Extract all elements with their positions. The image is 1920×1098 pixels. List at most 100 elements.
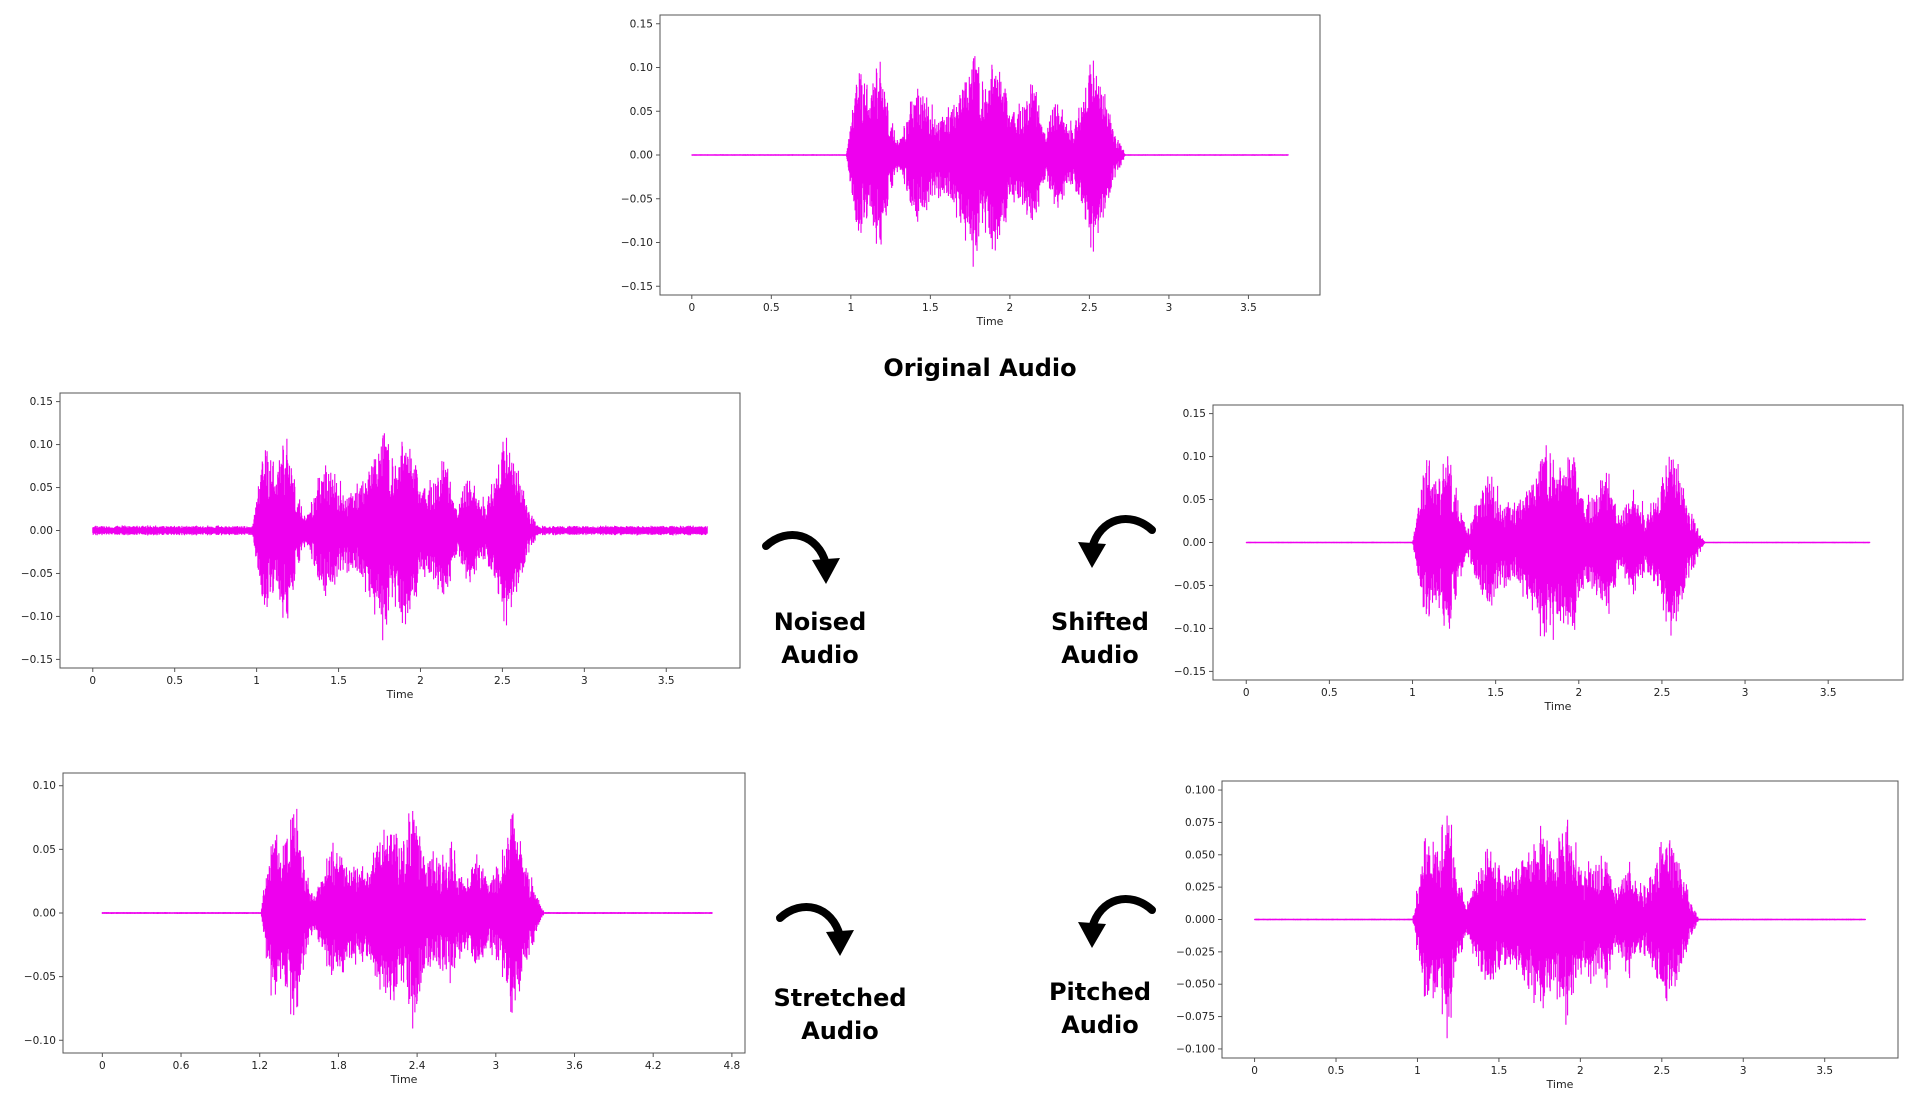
y-tick-label: 0.100: [1185, 785, 1215, 797]
x-tick-label: 2.4: [409, 1060, 426, 1072]
y-tick-label: −0.05: [1174, 580, 1206, 592]
y-tick-label: 0.15: [630, 18, 653, 30]
x-tick-label: 1: [1409, 687, 1416, 699]
curved-arrow-down-right-icon: [776, 903, 854, 956]
noised-audio-chart: 0 0.5 1 1.5 2 2.5 3 3.5 0.15 0.10 0.05 0.00 −0.05 −0.…: [21, 392, 741, 701]
y-tick-label: −0.050: [1176, 979, 1215, 991]
x-tick-label: 2.5: [494, 675, 511, 687]
x-tick-label: 1.5: [330, 675, 347, 687]
original-audio-caption: Original Audio: [883, 354, 1077, 382]
pitched-audio-caption: Pitched Audio: [1048, 978, 1152, 1039]
y-tick-label: 0.000: [1185, 914, 1215, 926]
x-tick-label: 2: [417, 675, 424, 687]
curved-arrow-down-left-icon: [1078, 515, 1156, 568]
stretched-audio-caption: Stretched Audio: [773, 984, 907, 1045]
shifted-audio-panel: 0 0.5 1 1.5 2 2.5 3 3.5 0.15 0.10 0.05 0.00 −0.05 −0.…: [1165, 400, 1905, 720]
y-tick-label: 0.00: [30, 525, 53, 537]
x-tick-label: 0: [688, 302, 695, 314]
y-tick-label: −0.10: [21, 611, 53, 623]
y-tick-label: 0.05: [30, 482, 53, 494]
x-tick-label: 1.5: [1491, 1065, 1508, 1077]
y-tick-label: 0.00: [630, 150, 653, 162]
x-tick-label: 3: [1740, 1065, 1747, 1077]
original-audio-chart: 0 0.5 1 1.5 2 2.5 3 3.5 0.15 0.10 0.05 0.00 −0.05 −0.…: [621, 14, 1321, 328]
waveform-series: [691, 56, 1289, 267]
x-tick-label: 1.5: [1487, 687, 1504, 699]
x-tick-label: 3: [1166, 302, 1173, 314]
x-tick-label: 1: [847, 302, 854, 314]
x-tick-label: 0: [1243, 687, 1250, 699]
y-tick-label: −0.05: [24, 971, 56, 983]
x-tick-label: 2: [1007, 302, 1014, 314]
x-tick-label: 2: [1575, 687, 1582, 699]
x-axis-label: Time: [1544, 700, 1572, 713]
y-tick-label: 0.10: [630, 62, 653, 74]
x-tick-label: 1.5: [922, 302, 939, 314]
pitched-audio-chart: 0 0.5 1 1.5 2 2.5 3 3.5 0.100 0.075 0.050 0.025 0.00…: [1176, 780, 1899, 1091]
x-tick-label: 2.5: [1081, 302, 1098, 314]
noised-audio-caption: Noised Audio: [773, 608, 867, 669]
y-tick-label: 0.00: [1183, 537, 1206, 549]
y-tick-label: 0.075: [1185, 817, 1215, 829]
x-tick-label: 0.5: [763, 302, 780, 314]
x-tick-label: 0.6: [173, 1060, 190, 1072]
x-tick-label: 0: [1251, 1065, 1258, 1077]
x-tick-label: 0: [89, 675, 96, 687]
y-tick-label: −0.025: [1176, 946, 1215, 958]
pitched-audio-panel: 0 0.5 1 1.5 2 2.5 3 3.5 0.100 0.075 0.050 0.025 0.00…: [1160, 778, 1900, 1098]
y-tick-label: 0.050: [1185, 849, 1215, 861]
waveform-series: [1254, 815, 1866, 1039]
x-tick-label: 2.5: [1653, 1065, 1670, 1077]
x-tick-label: 3.5: [1240, 302, 1257, 314]
stretched-audio-chart: 0 0.6 1.2 1.8 2.4 3 3.6 4.2 4.8 0.10 0.05 0.00 −0.05…: [24, 772, 746, 1086]
x-tick-label: 3.5: [658, 675, 675, 687]
x-tick-label: 0.5: [166, 675, 183, 687]
waveform-series: [101, 808, 713, 1029]
y-tick-label: 0.10: [30, 439, 53, 451]
x-tick-label: 1: [1414, 1065, 1421, 1077]
y-tick-label: 0.025: [1185, 882, 1215, 894]
stretched-audio-panel: 0 0.6 1.2 1.8 2.4 3 3.6 4.2 4.8 0.10 0.05 0.00 −0.05…: [5, 770, 746, 1090]
x-tick-label: 0: [99, 1060, 106, 1072]
x-axis-label: Time: [386, 688, 414, 701]
y-tick-label: 0.10: [1183, 451, 1206, 463]
y-tick-label: −0.15: [1174, 666, 1206, 678]
x-tick-label: 3.5: [1820, 687, 1837, 699]
y-tick-label: 0.05: [33, 844, 56, 856]
noised-audio-panel: 0 0.5 1 1.5 2 2.5 3 3.5 0.15 0.10 0.05 0.00 −0.05 −0.…: [5, 388, 745, 708]
x-tick-label: 3: [492, 1060, 499, 1072]
x-tick-label: 2.5: [1654, 687, 1671, 699]
y-tick-label: 0.00: [33, 908, 56, 920]
y-tick-label: 0.10: [33, 780, 56, 792]
x-tick-label: 4.2: [645, 1060, 662, 1072]
y-tick-label: −0.05: [21, 568, 53, 580]
y-tick-label: −0.15: [21, 654, 53, 666]
x-tick-label: 3: [581, 675, 588, 687]
waveform-series: [92, 433, 708, 641]
y-tick-label: 0.05: [1183, 494, 1206, 506]
y-tick-label: −0.075: [1176, 1011, 1215, 1023]
x-tick-label: 3.5: [1816, 1065, 1833, 1077]
y-tick-label: −0.10: [1174, 623, 1206, 635]
y-tick-label: 0.15: [1183, 408, 1206, 420]
y-tick-label: −0.100: [1176, 1043, 1215, 1055]
y-tick-label: −0.15: [621, 281, 653, 293]
shifted-audio-chart: 0 0.5 1 1.5 2 2.5 3 3.5 0.15 0.10 0.05 0.00 −0.05 −0.…: [1174, 404, 1904, 713]
x-tick-label: 0.5: [1321, 687, 1338, 699]
y-tick-label: −0.05: [621, 193, 653, 205]
curved-arrow-down-left-icon: [1078, 895, 1156, 948]
x-tick-label: 1.2: [251, 1060, 268, 1072]
curved-arrow-down-right-icon: [762, 531, 840, 584]
y-tick-label: −0.10: [621, 237, 653, 249]
y-tick-label: 0.05: [630, 106, 653, 118]
x-tick-label: 0.5: [1328, 1065, 1345, 1077]
x-tick-label: 3.6: [566, 1060, 583, 1072]
y-tick-label: 0.15: [30, 396, 53, 408]
x-axis-label: Time: [976, 315, 1004, 328]
x-tick-label: 4.8: [724, 1060, 741, 1072]
original-audio-panel: 0 0.5 1 1.5 2 2.5 3 3.5 0.15 0.10 0.05 0.00 −0.05 −0.…: [590, 10, 1330, 330]
shifted-audio-caption: Shifted Audio: [1051, 608, 1149, 669]
x-tick-label: 1.8: [330, 1060, 347, 1072]
x-tick-label: 1: [253, 675, 260, 687]
x-tick-label: 3: [1742, 687, 1749, 699]
